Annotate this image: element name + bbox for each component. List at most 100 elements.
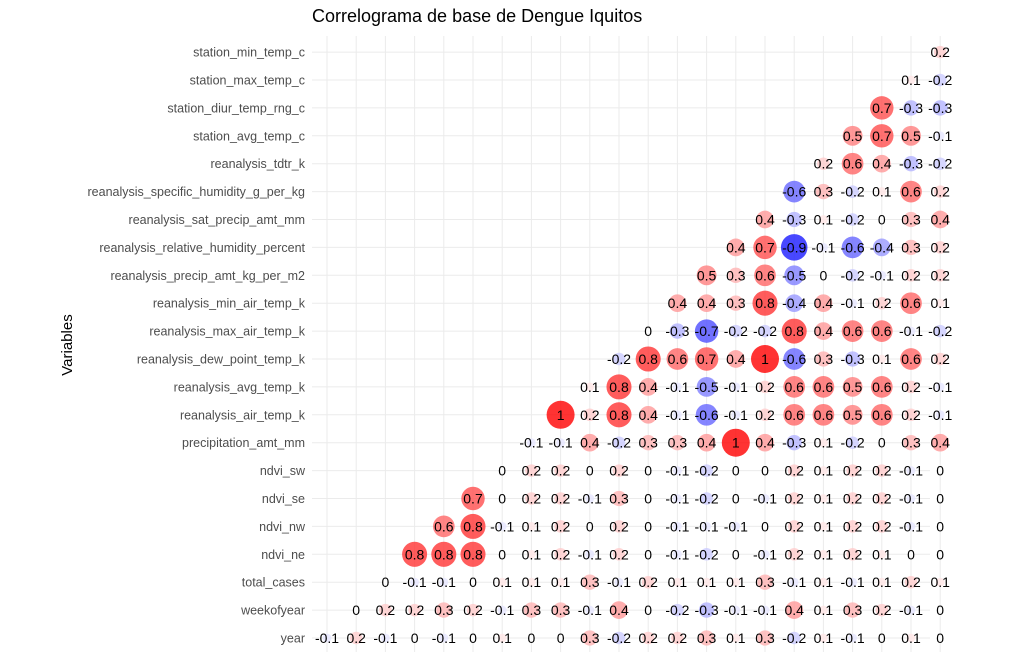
correlation-value-label: 0.2 xyxy=(405,602,425,618)
correlation-value-label: 0 xyxy=(936,630,944,646)
y-tick-label: reanalysis_sat_precip_amt_mm xyxy=(129,213,305,227)
correlation-value-label: 0.2 xyxy=(901,267,921,283)
correlation-value-label: -0.1 xyxy=(665,407,689,423)
correlation-circle xyxy=(760,549,770,559)
correlation-circle xyxy=(751,345,779,373)
correlation-circle xyxy=(904,408,918,422)
correlation-circle xyxy=(762,523,768,529)
correlation-value-label: -0.2 xyxy=(928,72,952,88)
correlation-value-label: 0.4 xyxy=(814,323,834,339)
correlation-circle xyxy=(783,348,806,370)
correlation-circle xyxy=(812,376,835,398)
correlation-value-label: 1 xyxy=(761,351,769,367)
correlation-value-label: 0.1 xyxy=(814,546,834,562)
correlation-circle xyxy=(877,549,887,559)
correlation-circle xyxy=(733,496,739,501)
correlation-value-label: 0 xyxy=(732,546,740,562)
correlation-circle xyxy=(322,633,332,643)
correlation-value-label: 0.6 xyxy=(814,407,834,423)
correlation-value-label: 0.4 xyxy=(872,156,892,172)
correlation-circle xyxy=(841,152,864,175)
correlation-circle xyxy=(783,403,806,426)
correlation-value-label: -0.1 xyxy=(607,574,631,590)
correlation-value-label: -0.1 xyxy=(432,574,456,590)
correlation-circle xyxy=(848,633,858,643)
correlation-circle xyxy=(552,602,569,618)
correlation-circle xyxy=(818,605,828,615)
correlation-value-label: 0.2 xyxy=(930,44,950,60)
correlation-value-label: 0.3 xyxy=(580,630,600,646)
correlation-value-label: 0.1 xyxy=(814,491,834,507)
correlation-value-label: 0.6 xyxy=(755,267,775,283)
correlation-circle xyxy=(844,351,861,367)
correlation-circle xyxy=(760,605,770,615)
correlation-value-label: 0.3 xyxy=(843,602,863,618)
correlation-circle xyxy=(931,433,950,452)
correlation-circle xyxy=(903,435,919,451)
correlation-circle xyxy=(731,633,741,643)
correlation-value-label: 0.3 xyxy=(901,435,921,451)
correlation-circle xyxy=(846,185,859,198)
correlation-value-label: -0.1 xyxy=(899,463,923,479)
correlation-circle xyxy=(846,520,859,533)
correlation-value-label: 0.2 xyxy=(522,463,542,479)
correlation-value-label: 0.4 xyxy=(784,602,804,618)
correlation-circle xyxy=(937,523,943,529)
correlation-value-label: 0.8 xyxy=(638,351,658,367)
correlation-value-label: 1 xyxy=(732,435,740,451)
correlation-circle xyxy=(818,242,828,252)
correlation-circle xyxy=(904,575,918,589)
y-tick-label: reanalysis_air_temp_k xyxy=(180,408,306,422)
correlation-value-label: 0 xyxy=(382,574,390,590)
correlation-value-label: -0.1 xyxy=(665,463,689,479)
correlation-circle xyxy=(935,382,945,392)
correlation-value-label: 0.6 xyxy=(872,323,892,339)
correlation-value-label: 0.2 xyxy=(755,379,775,395)
correlation-circle xyxy=(786,435,802,451)
y-tick-labels: year weekofyear total_cases ndvi_ne ndvi_nw n… xyxy=(88,46,306,646)
correlation-value-label: -0.1 xyxy=(870,267,894,283)
correlation-circle xyxy=(669,435,686,451)
correlation-value-label: -0.2 xyxy=(841,212,865,228)
correlation-value-label: -0.2 xyxy=(928,156,952,172)
correlation-circle xyxy=(932,100,948,116)
correlation-value-label: 0.2 xyxy=(551,518,571,534)
correlation-circle xyxy=(721,428,750,457)
correlation-value-label: 0.4 xyxy=(814,295,834,311)
correlation-value-label: -0.1 xyxy=(578,602,602,618)
correlation-circle xyxy=(353,607,359,613)
correlation-circle xyxy=(870,124,894,148)
correlation-value-label: -0.6 xyxy=(782,184,806,200)
correlation-value-label: -0.6 xyxy=(782,351,806,367)
correlation-value-label: -0.2 xyxy=(841,267,865,283)
correlation-value-label: -0.3 xyxy=(695,602,719,618)
y-tick-label: reanalysis_precip_amt_kg_per_m2 xyxy=(110,269,305,283)
correlation-value-label: 0 xyxy=(644,491,652,507)
correlation-circle xyxy=(554,548,567,561)
correlation-circle xyxy=(903,239,919,256)
correlation-circle xyxy=(933,185,947,198)
correlation-value-label: 0.6 xyxy=(843,156,863,172)
correlation-value-label: 0.6 xyxy=(784,379,804,395)
correlation-value-label: 0 xyxy=(644,518,652,534)
correlation-circle xyxy=(758,408,772,422)
correlation-value-label: -0.1 xyxy=(724,407,748,423)
y-tick-label: station_max_temp_c xyxy=(190,74,305,88)
correlation-circle xyxy=(606,402,632,428)
correlation-circle xyxy=(904,269,918,282)
correlation-value-label: 0.5 xyxy=(843,407,863,423)
correlation-circle xyxy=(349,631,363,645)
correlation-circle xyxy=(815,351,832,367)
correlation-value-label: 0 xyxy=(469,574,477,590)
correlation-circle xyxy=(846,464,859,477)
correlation-value-label: 0.1 xyxy=(492,574,512,590)
correlation-value-label: -0.1 xyxy=(841,295,865,311)
correlation-circle xyxy=(525,464,538,477)
correlation-circle xyxy=(783,376,806,398)
correlation-circle xyxy=(611,490,627,507)
correlation-circle xyxy=(585,605,595,615)
correlation-circle xyxy=(412,635,418,641)
correlation-circle xyxy=(470,579,476,585)
correlation-circle xyxy=(614,577,624,587)
correlation-circle xyxy=(672,382,682,392)
